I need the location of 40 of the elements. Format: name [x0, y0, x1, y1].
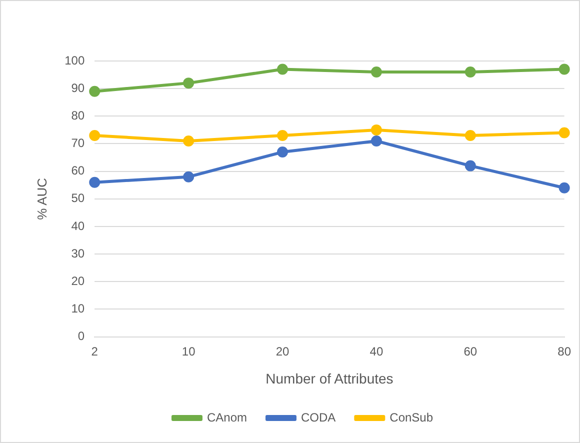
- point: [89, 130, 100, 141]
- x-axis-title: Number of Attributes: [266, 370, 394, 386]
- y-tick-label: 60: [71, 164, 85, 178]
- y-tick-label: 80: [71, 108, 85, 122]
- y-tick-label: 20: [71, 274, 85, 288]
- point: [370, 66, 382, 78]
- legend-label: ConSub: [390, 410, 434, 424]
- y-tick-label: 70: [71, 136, 85, 150]
- y-tick-label: 90: [71, 80, 85, 95]
- point: [558, 182, 570, 194]
- point: [277, 64, 288, 75]
- point: [183, 135, 194, 146]
- y-tick-label: 40: [71, 218, 85, 233]
- x-tick-label: 80: [558, 344, 572, 358]
- point: [464, 160, 476, 172]
- point: [370, 124, 382, 136]
- y-tick-label: 0: [78, 329, 85, 344]
- y-tick-label: 100: [64, 53, 85, 68]
- point: [277, 130, 288, 141]
- point: [89, 176, 100, 188]
- x-tick-label: 60: [464, 344, 478, 358]
- y-tick-label: 30: [71, 246, 85, 260]
- point: [183, 78, 194, 89]
- point: [183, 171, 194, 182]
- x-tick-label: 2: [91, 344, 98, 358]
- y-tick-label: 10: [71, 302, 85, 316]
- legend-label: CODA: [300, 410, 336, 424]
- x-tick-label: 20: [276, 344, 290, 358]
- point: [558, 64, 570, 75]
- point: [370, 135, 382, 146]
- point: [464, 66, 476, 78]
- y-tick-label: 50: [71, 191, 85, 206]
- point: [89, 86, 100, 97]
- x-tick-label: 40: [370, 344, 384, 358]
- x-tick-label: 10: [182, 344, 196, 358]
- point: [558, 127, 570, 138]
- y-axis-title: % AUC: [34, 178, 50, 220]
- legend-label: CAnom: [206, 410, 247, 424]
- point: [277, 146, 288, 158]
- point: [464, 130, 476, 141]
